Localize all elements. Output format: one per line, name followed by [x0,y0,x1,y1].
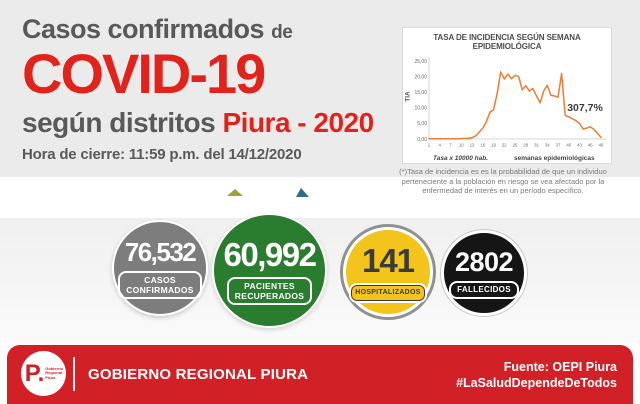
svg-text:13: 13 [470,143,475,148]
map-marker-blue-icon [296,188,309,197]
svg-text:0,00: 0,00 [417,137,427,143]
stat-label-line: RECUPERADOS [234,291,305,301]
svg-text:46: 46 [588,143,593,148]
closing-time: Hora de cierre: 11:59 p.m. del 14/12/202… [22,146,302,163]
footer-separator [73,357,75,391]
stat-label-line: CONFIRMADOS [126,285,194,295]
chart-title: TASA DE INCIDENCIA SEGÚN SEMANA EPIDEMIO… [433,33,581,51]
stat-label-fallecidos: FALLECIDOS [449,281,519,299]
stat-label-line: PACIENTES [244,281,295,291]
svg-text:40: 40 [566,143,571,148]
tasa-note: Tasa x 10000 hab. [433,155,489,162]
svg-text:31: 31 [534,143,539,148]
hashtag-text: #LaSaludDependeDeTodos [456,375,617,390]
source-text: Fuente: OEPI Piura [503,359,617,374]
incidence-line-chart: 0,00 5,00 10,00 15,00 20,00 25,00 1 4 7 10 13 16 19 2… [414,57,606,148]
title-line3: según distritos Piura - 2020 [22,107,382,139]
x-axis-label: semanas epidemiológicas [514,155,595,162]
chart-body: TIA 0,00 5,00 10,00 15,00 20,00 25,00 1 4 7 10 13 1… [403,53,611,156]
stat-circle-casos-confirmados: 76,532 CASOS CONFIRMADOS [112,220,208,316]
svg-text:7: 7 [449,143,452,148]
svg-text:10: 10 [459,143,464,148]
logo-p-icon: P. [24,359,45,387]
title-line1: Casos confirmados de [22,14,382,45]
svg-text:22: 22 [502,143,507,148]
svg-text:10,00: 10,00 [414,106,427,112]
white-band [0,177,640,218]
title-line1-text: Casos confirmados [22,14,265,44]
svg-text:1: 1 [428,143,431,148]
stat-circle-fallecidos: 2802 FALLECIDOS [441,230,527,316]
stat-label-line: FALLECIDOS [457,285,511,294]
stat-label-line: CASOS [144,275,176,285]
svg-text:15,00: 15,00 [414,90,427,96]
svg-text:25,00: 25,00 [414,59,427,65]
footer-bar: P. Gobierno Regional Piura GOBIERNO REGI… [7,345,633,404]
stat-label-confirmados: CASOS CONFIRMADOS [118,271,202,299]
svg-text:49: 49 [599,143,604,148]
stat-label-recuperados: PACIENTES RECUPERADOS [226,277,313,305]
title-line1-de: de [271,22,293,43]
y-axis-label: TIA [404,91,412,102]
svg-text:28: 28 [523,143,528,148]
stat-circle-pacientes-recuperados: 60,992 PACIENTES RECUPERADOS [212,213,327,328]
logo-subtext: Gobierno Regional Piura [45,365,64,380]
footer-right-block: Fuente: OEPI Piura #LaSaludDependeDeTodo… [456,359,617,391]
stat-value-recuperados: 60,992 [223,236,317,273]
svg-text:37: 37 [556,143,561,148]
incidence-footnote: (*)Tasa de incidencia es es la probabili… [399,167,607,195]
map-marker-olive-icon [227,189,243,196]
svg-text:4: 4 [439,143,442,148]
subtitle-piura-2020: Piura - 2020 [222,107,374,138]
gobierno-regional-piura-logo: P. Gobierno Regional Piura [21,351,66,396]
stat-circle-hospitalizados: 141 HOSPITALIZADOS [343,227,433,317]
covid-19-title: COVID-19 [22,42,266,105]
svg-text:34: 34 [545,143,550,148]
svg-text:25: 25 [513,143,518,148]
chart-footer-row: Tasa x 10000 hab. semanas epidemiológica… [403,155,611,162]
subtitle-districts: según distritos [22,107,216,138]
incidence-chart-panel: TASA DE INCIDENCIA SEGÚN SEMANA EPIDEMIO… [402,27,612,164]
svg-text:20,00: 20,00 [414,74,427,80]
stat-label-line: HOSPITALIZADOS [355,288,421,296]
svg-text:43: 43 [577,143,582,148]
svg-text:5,00: 5,00 [417,121,427,127]
stat-value-confirmados: 76,532 [124,237,197,267]
stat-value-fallecidos: 2802 [454,247,514,277]
svg-text:19: 19 [491,143,496,148]
stat-value-hospitalizados: 141 [361,241,415,279]
svg-text:16: 16 [480,143,485,148]
header: Casos confirmados de COVID-19 según dist… [22,14,382,163]
stat-label-hospitalizados: HOSPITALIZADOS [349,282,427,303]
chart-annotation: 307,7% [567,102,603,114]
org-name: GOBIERNO REGIONAL PIURA [88,366,309,383]
